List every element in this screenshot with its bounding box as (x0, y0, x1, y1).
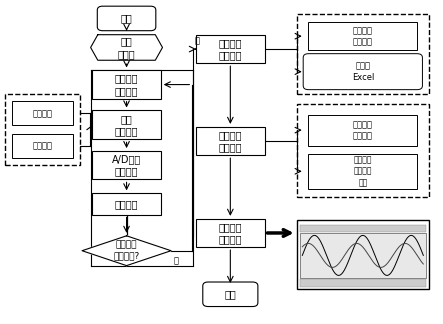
FancyBboxPatch shape (203, 282, 258, 307)
Polygon shape (91, 35, 163, 60)
Text: 实时精准
检测速度: 实时精准 检测速度 (218, 38, 242, 60)
Bar (92, 151, 161, 179)
Text: 电机是否
响应运动?: 电机是否 响应运动? (113, 241, 140, 261)
Text: 速度表格: 速度表格 (33, 142, 53, 151)
Bar (296, 14, 429, 94)
Text: 程序
初始化: 程序 初始化 (118, 36, 136, 59)
Text: 结束: 结束 (225, 289, 236, 299)
Text: 反馈速度
监测曲线: 反馈速度 监测曲线 (218, 222, 242, 244)
Bar (5, 94, 80, 165)
Text: 是: 是 (195, 37, 200, 45)
Text: 设定脉冲
发送间隔: 设定脉冲 发送间隔 (115, 73, 138, 96)
Text: 增量式光
电编码器: 增量式光 电编码器 (353, 26, 373, 46)
Bar (300, 279, 426, 287)
Bar (300, 225, 426, 232)
Bar (296, 220, 429, 289)
FancyBboxPatch shape (303, 54, 423, 90)
Text: 开始: 开始 (120, 13, 132, 23)
Bar (92, 110, 161, 139)
Text: 实时精准
调控速度: 实时精准 调控速度 (218, 130, 242, 152)
Bar (300, 233, 426, 278)
Bar (196, 127, 264, 155)
Bar (92, 70, 161, 99)
Bar (308, 154, 417, 189)
Text: A/D转换
模拟数据: A/D转换 模拟数据 (112, 154, 141, 177)
Text: 速度函数: 速度函数 (33, 109, 53, 118)
Text: 速度
设定方式: 速度 设定方式 (115, 114, 138, 136)
Text: 否: 否 (173, 256, 178, 265)
Text: 单闭环无
静差调速
系统: 单闭环无 静差调速 系统 (354, 156, 372, 187)
Bar (308, 22, 417, 50)
Bar (296, 104, 429, 198)
Bar (308, 115, 417, 145)
FancyBboxPatch shape (97, 6, 156, 31)
Bar (196, 219, 264, 247)
Bar (196, 35, 264, 63)
Bar (12, 134, 74, 158)
Text: 存档至
Excel: 存档至 Excel (352, 62, 374, 82)
Polygon shape (82, 236, 171, 266)
Bar (92, 193, 161, 214)
Text: 电机驱动: 电机驱动 (115, 199, 138, 209)
Bar (12, 101, 74, 125)
Text: 直流脉冲
调速系统: 直流脉冲 调速系统 (353, 120, 373, 140)
